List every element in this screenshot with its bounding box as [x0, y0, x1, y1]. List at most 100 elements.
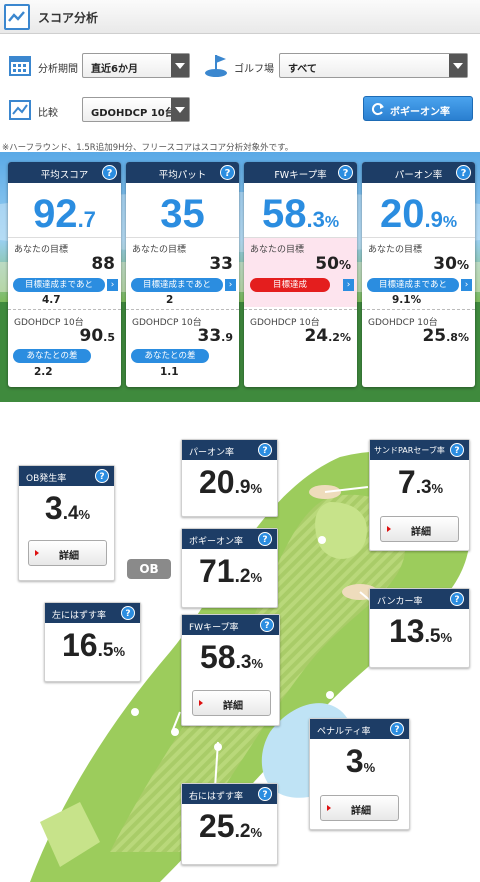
map-value-main: 13 — [388, 613, 425, 649]
compare-value-decimal: .8 — [446, 331, 458, 344]
help-icon[interactable]: ? — [450, 592, 464, 606]
calendar-icon — [9, 54, 31, 76]
compare-select[interactable]: GDOHDCP 10台 — [82, 97, 190, 122]
chevron-right-icon[interactable]: › — [107, 279, 118, 291]
map-card-title: パーオン率 — [189, 448, 235, 458]
map-value-decimal: .4 — [62, 503, 79, 524]
map-value-unit: % — [251, 656, 263, 671]
bogey-on-rate-button[interactable]: ボギーオン率 — [363, 96, 473, 121]
chevron-down-icon — [171, 54, 189, 77]
status-badge: 目標達成まであと — [131, 278, 223, 292]
help-icon[interactable]: ? — [456, 165, 471, 180]
help-icon[interactable]: ? — [450, 443, 464, 457]
stat-value-decimal: .7 — [77, 207, 96, 232]
status-badge: 目標達成まであと — [13, 278, 105, 292]
help-icon[interactable]: ? — [260, 618, 274, 632]
golf-course-select[interactable]: すべて — [279, 53, 468, 78]
map-card-ob-rate: OB発生率? 3.4% 詳細 — [18, 465, 115, 581]
map-value-decimal: .5 — [97, 640, 114, 661]
target-value: 50% — [315, 254, 351, 274]
map-card-header: 左にはずす率? — [45, 603, 140, 623]
page-header: スコア分析 — [0, 0, 480, 34]
compare-value: 25.8% — [422, 326, 469, 346]
target-value-unit: % — [338, 258, 351, 272]
map-value-unit: % — [250, 481, 262, 496]
compare-section: GDOHDCP 10台 24.2% — [244, 309, 357, 387]
stat-value: 92.7 — [8, 192, 121, 237]
detail-button[interactable]: 詳細 — [380, 516, 459, 542]
target-value-main: 88 — [91, 254, 115, 274]
map-card-value: 3.4% — [19, 490, 116, 527]
stat-value: 20.9% — [362, 192, 475, 237]
chart-line-icon — [4, 4, 30, 30]
detail-button-label: 詳細 — [59, 551, 79, 562]
map-card-bogey-on: ボギーオン率? 71.2% — [181, 528, 278, 608]
target-label: あなたの目標 — [368, 245, 423, 255]
map-card-value: 13.5% — [370, 613, 471, 650]
map-card-header: ペナルティ率? — [310, 719, 409, 739]
compare-chart-icon — [9, 100, 31, 120]
map-value-decimal: .5 — [424, 626, 441, 647]
target-section: あなたの目標 30% 目標達成まであと › 9.1% — [362, 237, 475, 307]
arrow-right-icon — [35, 550, 39, 556]
chevron-right-icon[interactable]: › — [225, 279, 236, 291]
diff-value: 2.2 — [34, 366, 53, 378]
compare-value-decimal: .9 — [221, 331, 233, 344]
help-icon[interactable]: ? — [258, 443, 272, 457]
help-icon[interactable]: ? — [121, 606, 135, 620]
stat-card-average-score: 平均スコア? 92.7 あなたの目標 88 目標達成まであと › 4.7 GDO… — [8, 162, 121, 387]
status-badge: 目標達成まであと — [367, 278, 459, 292]
page-title: スコア分析 — [38, 11, 99, 25]
card-title: パーオン率 — [394, 170, 443, 181]
detail-button[interactable]: 詳細 — [28, 540, 107, 566]
target-value: 33 — [209, 254, 233, 274]
map-card-header: パーオン率? — [182, 440, 277, 460]
detail-button[interactable]: 詳細 — [192, 690, 271, 716]
map-card-header: ボギーオン率? — [182, 529, 277, 549]
help-icon[interactable]: ? — [95, 469, 109, 483]
refresh-icon — [371, 102, 385, 116]
chevron-right-icon[interactable]: › — [343, 279, 354, 291]
map-card-bunker: バンカー率? 13.5% — [369, 588, 470, 668]
compare-label: GDOHDCP 10台 — [132, 318, 202, 328]
help-icon[interactable]: ? — [220, 165, 235, 180]
compare-label: GDOHDCP 10台 — [368, 318, 438, 328]
compare-value-main: 25 — [422, 326, 447, 346]
map-value-main: 3 — [345, 743, 364, 779]
target-label: あなたの目標 — [250, 245, 305, 255]
target-section: あなたの目標 50% 目標達成 › — [244, 237, 357, 307]
card-title: 平均パット — [158, 170, 207, 181]
help-icon[interactable]: ? — [102, 165, 117, 180]
map-value-unit: % — [250, 825, 262, 840]
stat-value-decimal: .3 — [306, 207, 325, 232]
map-value-decimal: .3 — [415, 477, 432, 498]
help-icon[interactable]: ? — [258, 787, 272, 801]
period-select[interactable]: 直近6か月 — [82, 53, 190, 78]
help-icon[interactable]: ? — [338, 165, 353, 180]
course-map: OB OB発生率? 3.4% 詳細 パーオン率? 20.9% サンドPARセーブ… — [0, 402, 480, 882]
stat-card-par-on: パーオン率? 20.9% あなたの目標 30% 目標達成まであと › 9.1% … — [362, 162, 475, 387]
remaining-value: 9.1% — [392, 294, 422, 306]
map-card-title: OB発生率 — [26, 474, 67, 484]
target-label: あなたの目標 — [132, 245, 187, 255]
bogey-on-rate-button-label: ボギーオン率 — [390, 107, 450, 118]
chevron-right-icon[interactable]: › — [461, 279, 472, 291]
stat-value-unit: % — [442, 214, 458, 231]
stat-value-main: 58 — [261, 192, 307, 236]
detail-button[interactable]: 詳細 — [320, 795, 399, 821]
help-icon[interactable]: ? — [258, 532, 272, 546]
stat-value-main: 35 — [160, 192, 205, 236]
stat-value: 35 — [126, 192, 239, 237]
card-header: 平均パット? — [126, 162, 239, 183]
status-badge: 目標達成 — [250, 278, 330, 292]
arrow-right-icon — [387, 526, 391, 532]
compare-label: 比較 — [38, 108, 58, 119]
help-icon[interactable]: ? — [390, 722, 404, 736]
stat-value-main: 20 — [379, 192, 425, 236]
map-card-title: 左にはずす率 — [52, 611, 107, 621]
map-value-main: 3 — [44, 490, 63, 526]
map-value-main: 20 — [198, 464, 235, 500]
stat-card-fairway-keep: FWキープ率? 58.3% あなたの目標 50% 目標達成 › GDOHDCP … — [244, 162, 357, 387]
compare-section: GDOHDCP 10台 33.9 あなたとの差 1.1 — [126, 309, 239, 387]
stat-value-decimal: .9 — [424, 207, 443, 232]
